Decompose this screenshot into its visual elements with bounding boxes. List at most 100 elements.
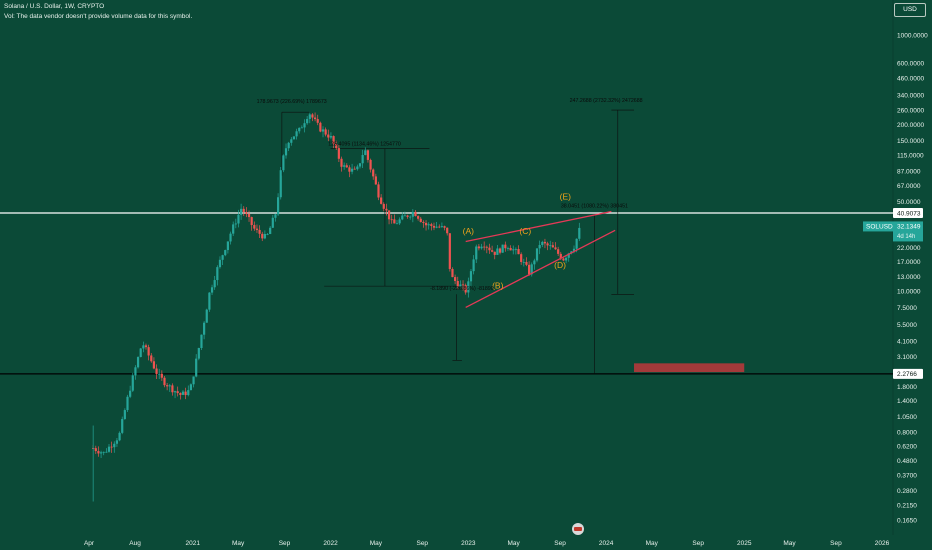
candle-body xyxy=(364,150,367,156)
candle-body xyxy=(155,368,158,375)
x-tick-label: 2025 xyxy=(737,540,752,547)
candle-body xyxy=(520,254,523,262)
x-tick-label: 2023 xyxy=(461,540,476,547)
candle-body xyxy=(258,229,261,234)
candle-body xyxy=(110,446,113,448)
candle-body xyxy=(562,258,565,261)
candle-body xyxy=(567,253,570,258)
candle-body xyxy=(461,284,465,286)
candle-body xyxy=(308,114,311,119)
candle-body xyxy=(218,259,222,268)
x-tick-label: 2024 xyxy=(599,540,614,547)
tradingview-logo-icon[interactable] xyxy=(572,523,584,535)
candle-body xyxy=(192,376,195,385)
candle-body xyxy=(205,309,208,323)
candle-body xyxy=(300,127,303,129)
candle-body xyxy=(374,176,377,185)
candle-body xyxy=(533,260,536,265)
candle-body xyxy=(337,148,340,159)
candle-body xyxy=(459,284,462,287)
candle-body xyxy=(142,345,145,349)
candle-body xyxy=(377,184,380,198)
y-tick-label: 1.4000 xyxy=(897,398,917,405)
candle-body xyxy=(332,136,335,144)
x-tick-label: May xyxy=(507,540,520,547)
candle-body xyxy=(527,264,531,275)
y-tick-label: 3.1000 xyxy=(897,354,917,361)
x-tick-label: May xyxy=(232,540,245,547)
symbol-tag: SOLUSD xyxy=(866,224,893,231)
candle-body xyxy=(134,367,137,376)
y-tick-label: 0.1650 xyxy=(897,517,917,524)
y-tick-label: 115.0000 xyxy=(897,153,924,160)
y-tick-label: 87.0000 xyxy=(897,168,921,175)
candle-body xyxy=(147,347,150,356)
candle-body xyxy=(129,390,132,397)
candle-body xyxy=(158,373,161,375)
candle-body xyxy=(263,233,266,239)
candle-body xyxy=(417,216,420,219)
candle-body xyxy=(496,248,499,255)
candle-body xyxy=(438,226,441,228)
candle-body xyxy=(171,385,174,393)
candle-body xyxy=(575,238,578,249)
candle-body xyxy=(150,355,153,362)
y-tick-label: 0.2150 xyxy=(897,503,917,510)
candle-body xyxy=(411,211,414,217)
x-tick-label: Sep xyxy=(692,540,704,547)
chart-title: Solana / U.S. Dollar, 1W, CRYPTO xyxy=(4,3,105,10)
candle-body xyxy=(329,136,333,138)
candle-body xyxy=(361,155,364,164)
candle-body xyxy=(493,251,496,255)
candle-body xyxy=(105,451,108,453)
candle-body xyxy=(139,348,142,358)
y-tick-label: 150.0000 xyxy=(897,138,924,145)
candle-body xyxy=(358,163,362,167)
y-tick-label: 7.5000 xyxy=(897,305,917,312)
candle-body xyxy=(422,221,425,223)
candle-body xyxy=(229,233,232,242)
candle-body xyxy=(345,165,348,168)
candle-body xyxy=(200,334,203,349)
wave-label: (C) xyxy=(519,226,531,236)
y-tick-label: 5.5000 xyxy=(897,322,917,329)
x-tick-label: Sep xyxy=(830,540,842,547)
y-tick-label: 260.0000 xyxy=(897,107,924,114)
currency-button[interactable]: USD xyxy=(894,3,926,17)
last-price-tag: 32.1349 xyxy=(897,224,921,231)
candle-body xyxy=(166,385,169,387)
candle-body xyxy=(221,255,224,260)
candle-body xyxy=(107,446,111,452)
x-tick-label: May xyxy=(783,540,796,547)
candle-body xyxy=(551,245,554,248)
candle-body xyxy=(541,241,544,246)
candle-body xyxy=(572,248,576,252)
candle-body xyxy=(387,210,391,220)
measure-label: 125.4095 (1134.46%) 1254770 xyxy=(328,141,401,147)
candle-body xyxy=(406,215,409,217)
x-tick-label: Apr xyxy=(84,540,95,547)
countdown-tag: 4d 14h xyxy=(897,234,915,240)
candle-body xyxy=(554,247,557,250)
candle-body xyxy=(173,391,177,393)
wave-label: (D) xyxy=(554,260,566,270)
x-tick-label: 2026 xyxy=(875,540,890,547)
candle-body xyxy=(327,134,330,138)
candle-body xyxy=(189,384,193,391)
x-tick-label: Sep xyxy=(416,540,428,547)
candle-body xyxy=(464,285,467,293)
candle-body xyxy=(414,211,417,217)
candle-body xyxy=(152,361,156,369)
candle-body xyxy=(144,345,148,348)
candle-body xyxy=(232,224,235,234)
candle-body xyxy=(557,249,560,254)
candle-body xyxy=(313,117,317,120)
candle-body xyxy=(440,226,444,228)
candle-body xyxy=(168,385,171,387)
measure-label: 178.9673 (226.69%) 1789673 xyxy=(257,99,327,105)
y-tick-label: 0.2800 xyxy=(897,488,917,495)
candle-body xyxy=(226,241,229,251)
candle-body xyxy=(451,268,454,278)
wave-label: (A) xyxy=(463,226,475,236)
